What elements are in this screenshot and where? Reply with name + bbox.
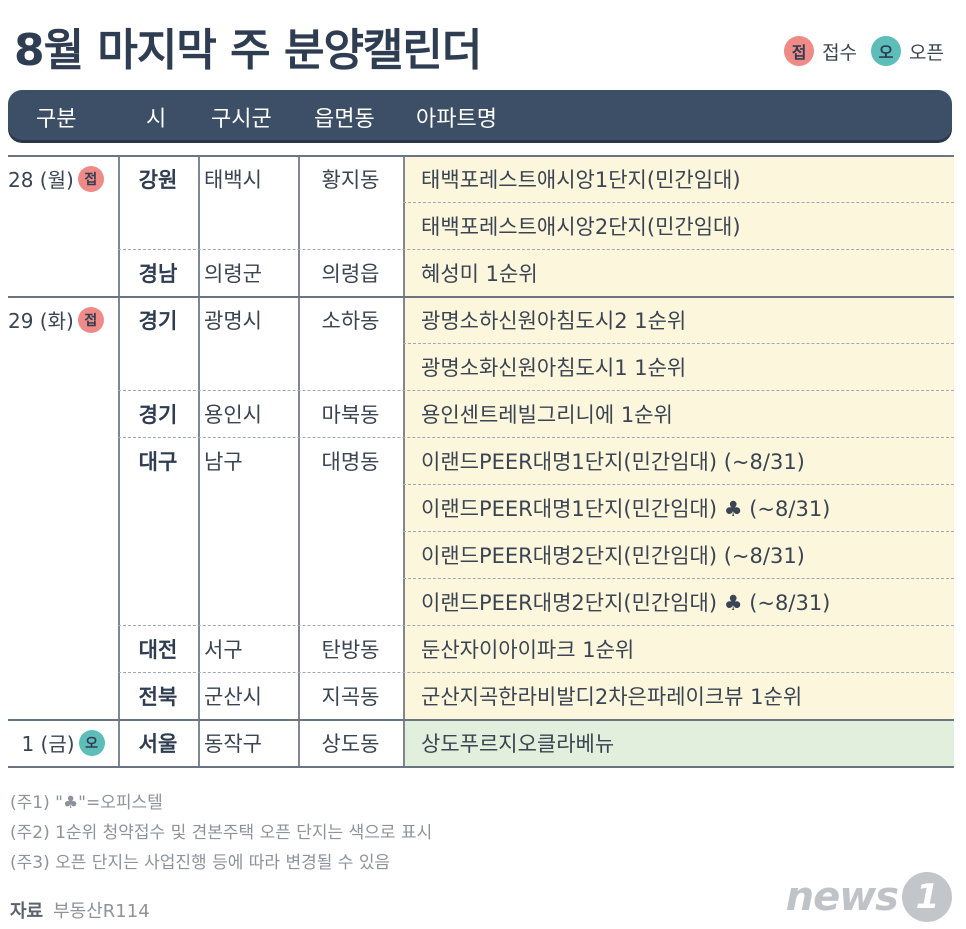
apartment-cell: 이랜드PEER대명1단지(민간임대) ♣ (~8/31) [403,484,954,531]
source-credit: 자료 부동산R114 [10,897,150,923]
row-divider [403,578,954,579]
region-cell: 경기 [138,402,178,427]
region-cell: 경기 [138,308,178,333]
town-cell: 상도동 [321,731,380,756]
date-label: 28 (월) [8,168,74,192]
receipt-badge-icon: 접 [784,36,815,66]
row-divider [118,625,954,626]
table-row: 전북 군산시 지곡동 군산지곡한라비발디2차은파레이크뷰 1순위 [8,672,954,719]
apartment-cell: 태백포레스트애시앙1단지(민간임대) [403,155,954,202]
table-row: 광명소화신원아침도시1 1순위 [8,343,954,390]
apartment-cell: 상도푸르지오클라베뉴 [403,719,954,766]
row-divider [403,343,954,344]
apartment-cell: 광명소하신원아침도시2 1순위 [403,296,954,343]
city-cell: 용인시 [204,402,262,427]
row-divider [118,437,954,438]
receipt-badge-icon: 접 [77,306,104,333]
receipt-label: 접수 [822,41,858,64]
header-apartment: 아파트명 [416,107,497,132]
town-cell: 소하동 [321,308,380,333]
city-cell: 태백시 [204,167,262,192]
open-badge-icon: 오 [871,36,902,66]
row-divider [403,484,954,485]
table-row: 경기 용인시 마북동 용인센트레빌그리니에 1순위 [8,390,954,437]
region-cell: 전북 [138,684,178,709]
city-cell: 남구 [204,449,243,474]
apartment-cell: 이랜드PEER대명1단지(민간임대) (~8/31) [403,437,954,484]
header-town: 읍면동 [314,107,375,132]
footnote-3: (주3) 오픈 단지는 사업진행 등에 따라 변경될 수 있음 [10,853,391,873]
page-title: 8월 마지막 주 분양캘린더 [14,25,482,76]
table-header: 구분 시 구시군 읍면동 아파트명 [8,90,952,140]
header-district: 구시군 [211,107,272,132]
row-divider [8,155,954,157]
row-divider [8,719,954,721]
region-cell: 강원 [138,167,178,192]
row-divider [403,531,954,532]
source-label: 자료 [10,901,44,922]
town-cell: 황지동 [321,167,380,192]
receipt-badge-icon: 접 [77,165,104,192]
apartment-cell: 광명소화신원아침도시1 1순위 [403,343,954,390]
logo-mark-icon: 1 [902,872,952,922]
table-row: 28 (월) 접 강원 태백시 황지동 태백포레스트애시앙1단지(민간임대) [8,155,954,202]
table-row: 대구 남구 대명동 이랜드PEER대명1단지(민간임대) (~8/31) [8,437,954,484]
news1-logo: news 1 [786,872,952,922]
apartment-cell: 이랜드PEER대명2단지(민간임대) (~8/31) [403,531,954,578]
apartment-cell: 이랜드PEER대명2단지(민간임대) ♣ (~8/31) [403,578,954,625]
region-cell: 서울 [138,731,178,756]
table-row: 이랜드PEER대명2단지(민간임대) (~8/31) [8,531,954,578]
town-cell: 지곡동 [321,684,380,709]
source-value: 부동산R114 [53,901,150,922]
city-cell: 광명시 [204,308,262,333]
apartment-cell: 혜성미 1순위 [403,249,954,296]
apartment-cell: 태백포레스트애시앙2단지(민간임대) [403,202,954,249]
city-cell: 동작구 [204,731,262,756]
city-cell: 군산시 [204,684,262,709]
row-divider [8,296,954,298]
row-divider [403,202,954,203]
column-divider [198,155,200,766]
town-cell: 마북동 [321,402,380,427]
table-row: 이랜드PEER대명1단지(민간임대) ♣ (~8/31) [8,484,954,531]
table-row: 대전 서구 탄방동 둔산자이아이파크 1순위 [8,625,954,672]
legend: 접 접수 오 오픈 [784,36,944,66]
row-divider [118,390,954,391]
column-divider [403,155,405,766]
date-label: 1 (금) [21,732,75,756]
column-divider [298,155,300,766]
apartment-cell: 용인센트레빌그리니에 1순위 [403,390,954,437]
table-row: 29 (화) 접 경기 광명시 소하동 광명소하신원아침도시2 1순위 [8,296,954,343]
apartment-cell: 둔산자이아이파크 1순위 [403,625,954,672]
open-label: 오픈 [909,41,944,64]
town-cell: 탄방동 [321,637,380,662]
table-row: 이랜드PEER대명2단지(민간임대) ♣ (~8/31) [8,578,954,625]
table-row: 경남 의령군 의령읍 혜성미 1순위 [8,249,954,296]
row-divider [118,249,954,250]
logo-text: news [785,874,899,920]
region-cell: 대구 [138,449,178,474]
header-province: 시 [146,107,167,132]
city-cell: 의령군 [204,261,262,286]
row-divider [118,672,954,673]
region-cell: 경남 [138,261,178,286]
date-label: 29 (화) [8,309,74,333]
footnote-1: (주1) "♣"=오피스텔 [10,793,163,813]
region-cell: 대전 [138,637,178,662]
column-divider [118,155,120,766]
table-row: 태백포레스트애시앙2단지(민간임대) [8,202,954,249]
table-row: 1 (금) 오 서울 동작구 상도동 상도푸르지오클라베뉴 [8,719,954,766]
row-divider [8,766,954,768]
town-cell: 의령읍 [321,261,380,286]
city-cell: 서구 [204,637,243,662]
open-badge-icon: 오 [78,729,105,756]
header-category: 구분 [36,107,77,132]
schedule-table: 28 (월) 접 강원 태백시 황지동 태백포레스트애시앙1단지(민간임대) 태백… [8,155,954,768]
footnote-2: (주2) 1순위 청약접수 및 견본주택 오픈 단지는 색으로 표시 [10,823,433,843]
apartment-cell: 군산지곡한라비발디2차은파레이크뷰 1순위 [403,672,954,719]
town-cell: 대명동 [321,449,380,474]
